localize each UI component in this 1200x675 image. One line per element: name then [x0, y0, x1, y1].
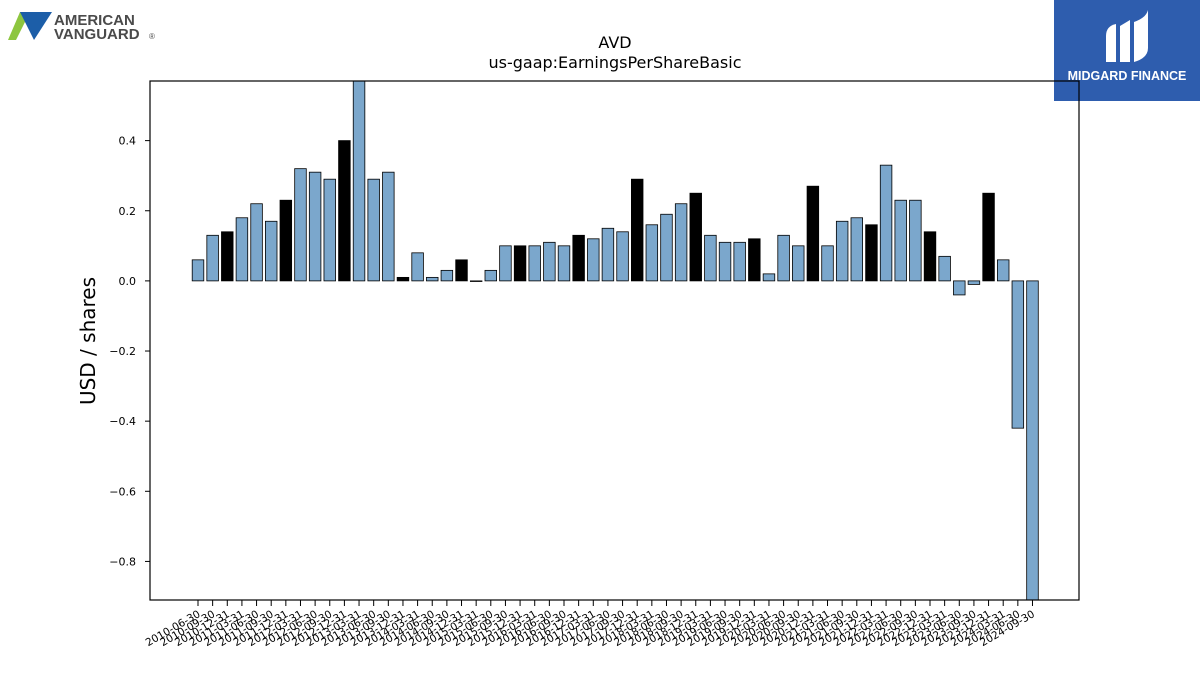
bar-2016-06-30: [543, 241, 556, 282]
y-tick-label: 0.2: [119, 205, 137, 218]
bar-2011-06-30: [250, 203, 263, 282]
bar-2013-06-30: [367, 178, 380, 282]
bar-2015-06-30: [484, 269, 498, 282]
bar-2022-03-31: [879, 164, 893, 282]
bar-2020-03-31: [762, 273, 776, 282]
bar-2015-03-31: [469, 280, 483, 282]
bar-2023-03-31: [938, 255, 951, 282]
bar-2016-03-31: [528, 245, 541, 282]
bar-2010-12-31: [221, 231, 234, 282]
y-tick-label: −0.4: [109, 415, 136, 428]
bar-2010-09-30: [206, 234, 219, 282]
bar-2021-03-31: [821, 245, 834, 282]
bar-2013-09-30: [382, 171, 395, 282]
plot-frame: [149, 80, 1080, 601]
bar-2012-06-30: [308, 171, 322, 282]
bar-2011-12-31: [279, 199, 293, 282]
bar-2014-06-30: [426, 276, 439, 282]
bar-2023-12-31: [982, 192, 995, 282]
bar-2020-06-30: [777, 234, 790, 282]
y-tick-label: −0.8: [109, 555, 136, 568]
bar-2023-09-30: [967, 280, 981, 285]
bar-2024-06-30: [1011, 280, 1025, 429]
y-axis-ticks: −0.8 −0.6 −0.4 −0.2 0.0 0.2 0.4: [109, 135, 150, 568]
bar-2015-12-31: [513, 245, 527, 282]
bar-2012-09-30: [323, 178, 336, 282]
bar-2017-06-30: [601, 227, 615, 282]
bar-2024-03-31: [997, 259, 1010, 282]
bar-2014-12-31: [455, 259, 468, 282]
bar-2019-06-30: [718, 241, 732, 282]
bar-2023-06-30: [953, 280, 966, 296]
bar-2016-09-30: [557, 245, 571, 282]
y-tick-label: −0.6: [109, 485, 136, 498]
chart-title: AVD: [598, 33, 631, 52]
bar-2021-12-31: [865, 224, 878, 282]
bar-2019-12-31: [748, 238, 761, 282]
bar-2020-09-30: [792, 245, 805, 282]
bars-group: [191, 81, 1039, 600]
bar-2012-03-31: [294, 168, 307, 282]
bar-2011-03-31: [235, 217, 249, 282]
bar-2018-09-30: [674, 203, 688, 282]
y-axis-label: USD / shares: [76, 277, 100, 405]
bar-2017-09-30: [616, 231, 629, 282]
bar-2016-12-31: [572, 234, 585, 282]
bar-2022-12-31: [923, 231, 937, 282]
bar-2017-12-31: [631, 178, 644, 282]
logo-line1: AMERICAN: [54, 12, 135, 29]
chart-subtitle: us-gaap:EarningsPerShareBasic: [488, 53, 741, 72]
logo-line2: VANGUARD: [54, 26, 140, 43]
bar-2024-09-30: [1026, 280, 1039, 600]
bar-2013-12-31: [396, 276, 410, 282]
bar-2014-03-31: [411, 252, 424, 282]
bar-2017-03-31: [587, 238, 600, 282]
bar-2020-12-31: [806, 185, 820, 282]
bar-2018-06-30: [660, 213, 673, 282]
y-tick-label: −0.2: [109, 345, 136, 358]
bar-2021-09-30: [850, 217, 864, 282]
logo-swoosh-blue: [20, 12, 52, 40]
bar-2018-03-31: [645, 224, 659, 282]
logo-registered-mark: ®: [149, 32, 155, 41]
bar-2010-06-30: [191, 259, 205, 282]
y-tick-label: 0.4: [119, 135, 137, 148]
bar-2013-03-31: [352, 81, 366, 282]
bar-2022-09-30: [909, 199, 922, 282]
bar-2019-09-30: [733, 241, 746, 282]
bar-2018-12-31: [689, 192, 702, 282]
bar-2015-09-30: [499, 245, 512, 282]
bar-2014-09-30: [440, 269, 454, 282]
logo-text: MIDGARD FINANCE: [1068, 69, 1187, 83]
bar-2019-03-31: [704, 234, 717, 282]
midgard-finance-logo: MIDGARD FINANCE: [1054, 0, 1200, 101]
bar-2012-12-31: [338, 140, 351, 282]
bar-2022-06-30: [894, 199, 907, 282]
bar-2011-09-30: [264, 220, 278, 282]
logo-mark-icon: [1106, 10, 1148, 62]
bar-2021-06-30: [835, 220, 849, 282]
american-vanguard-logo: AMERICAN VANGUARD ®: [8, 12, 155, 43]
x-axis-ticks: 2010-06-302010-09-302010-12-312011-03-31…: [144, 600, 1037, 649]
y-tick-label: 0.0: [119, 275, 137, 288]
